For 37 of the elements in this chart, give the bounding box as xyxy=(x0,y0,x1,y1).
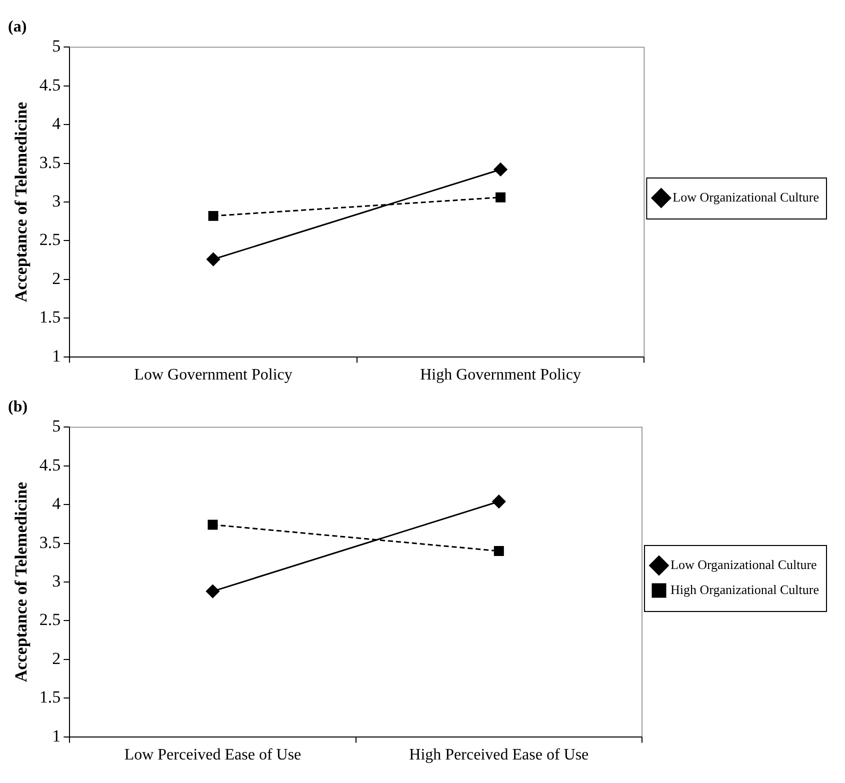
y-tick-label: 2 xyxy=(52,648,61,668)
y-tick-label: 3 xyxy=(52,191,61,210)
point xyxy=(206,252,220,266)
point xyxy=(206,584,220,598)
y-axis-title: Acceptance of Telemedicine xyxy=(12,481,31,682)
y-tick-label: 4.5 xyxy=(39,75,61,94)
y-tick-label: 2.5 xyxy=(39,610,61,630)
point xyxy=(208,520,218,530)
y-tick-label: 3 xyxy=(52,571,61,590)
point xyxy=(494,546,504,556)
chart-title: (b) xyxy=(8,398,28,416)
y-axis-title: Acceptance of Telemedicine xyxy=(12,101,31,302)
y-tick-label: 1 xyxy=(52,346,61,366)
legend-label: High Organizational Culture xyxy=(670,582,820,597)
chart-title: (a) xyxy=(8,18,27,36)
point xyxy=(494,162,508,176)
y-tick-label: 2 xyxy=(52,268,61,288)
x-tick-label: Low Perceived Ease of Use xyxy=(124,746,302,764)
y-tick-label: 2.5 xyxy=(39,230,61,250)
y-tick-label: 5 xyxy=(52,36,61,56)
y-tick-label: 5 xyxy=(52,416,61,436)
y-tick-label: 4 xyxy=(52,494,62,514)
y-tick-label: 1.5 xyxy=(39,688,61,707)
point xyxy=(208,210,218,221)
y-tick-label: 1 xyxy=(52,726,61,746)
legend-label: Low Organizational Culture xyxy=(670,556,818,572)
x-tick-label: High Perceived Ease of Use xyxy=(409,746,589,764)
y-tick-label: 3.5 xyxy=(39,152,61,172)
x-tick-label: High Government Policy xyxy=(420,366,581,384)
y-tick-label: 1.5 xyxy=(39,308,61,327)
y-tick-label: 4 xyxy=(52,114,62,134)
y-tick-label: 4.5 xyxy=(39,455,61,474)
point xyxy=(496,192,506,202)
y-tick-label: 3.5 xyxy=(39,532,61,552)
legend-label: Low Organizational Culture xyxy=(672,189,820,204)
point xyxy=(492,494,506,508)
x-tick-label: Low Government Policy xyxy=(134,366,292,384)
